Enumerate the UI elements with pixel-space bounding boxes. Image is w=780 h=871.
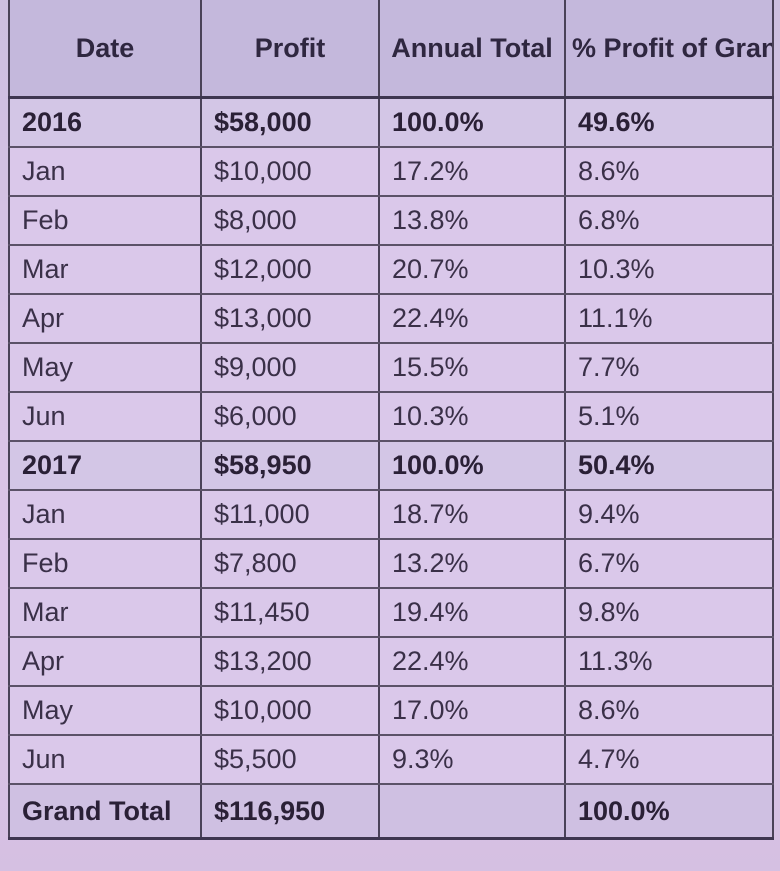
profit-cell[interactable]: $10,000 — [200, 686, 380, 736]
date-cell[interactable]: 2017 — [8, 441, 202, 491]
date-cell[interactable]: Feb — [8, 539, 202, 589]
profit-cell[interactable]: $58,950 — [200, 441, 380, 491]
pct-grand-total-cell[interactable]: 8.6% — [564, 147, 774, 197]
profit-cell[interactable]: $12,000 — [200, 245, 380, 295]
date-cell[interactable]: May — [8, 343, 202, 393]
table-row: Jan $10,000 17.2% 8.6% — [8, 147, 774, 197]
table-row: Mar $11,450 19.4% 9.8% — [8, 588, 774, 638]
table-row: Apr $13,200 22.4% 11.3% — [8, 637, 774, 687]
annual-total-cell[interactable]: 13.2% — [378, 539, 566, 589]
annual-total-cell[interactable]: 13.8% — [378, 196, 566, 246]
date-cell[interactable]: May — [8, 686, 202, 736]
profit-cell[interactable]: $13,000 — [200, 294, 380, 344]
header-pct-grand-total[interactable]: % Profit of Grand Total — [564, 0, 774, 99]
header-date[interactable]: Date — [8, 0, 202, 99]
pct-grand-total-cell[interactable]: 6.8% — [564, 196, 774, 246]
annual-total-cell[interactable]: 100.0% — [378, 97, 566, 148]
date-cell[interactable]: Apr — [8, 637, 202, 687]
profit-cell[interactable]: $11,000 — [200, 490, 380, 540]
annual-total-cell[interactable] — [378, 784, 566, 840]
pct-grand-total-cell[interactable]: 7.7% — [564, 343, 774, 393]
date-cell[interactable]: Mar — [8, 245, 202, 295]
profit-cell[interactable]: $11,450 — [200, 588, 380, 638]
profit-cell[interactable]: $116,950 — [200, 784, 380, 840]
pct-grand-total-cell[interactable]: 5.1% — [564, 392, 774, 442]
profit-cell[interactable]: $10,000 — [200, 147, 380, 197]
profit-cell[interactable]: $58,000 — [200, 97, 380, 148]
table-row: Feb $7,800 13.2% 6.7% — [8, 539, 774, 589]
table-row: May $9,000 15.5% 7.7% — [8, 343, 774, 393]
annual-total-cell[interactable]: 100.0% — [378, 441, 566, 491]
table-row: Jan $11,000 18.7% 9.4% — [8, 490, 774, 540]
date-cell[interactable]: Apr — [8, 294, 202, 344]
table-row: Feb $8,000 13.8% 6.8% — [8, 196, 774, 246]
date-cell[interactable]: Jun — [8, 735, 202, 785]
annual-total-cell[interactable]: 9.3% — [378, 735, 566, 785]
pivot-table-body: 2016 $58,000 100.0% 49.6% Jan $10,000 17.2% 8.6… — [8, 97, 774, 840]
profit-cell[interactable]: $7,800 — [200, 539, 380, 589]
pivot-table: Date Profit Annual Total % Profit of Gra… — [8, 0, 774, 840]
pct-grand-total-cell[interactable]: 9.4% — [564, 490, 774, 540]
pct-grand-total-cell[interactable]: 50.4% — [564, 441, 774, 491]
profit-cell[interactable]: $9,000 — [200, 343, 380, 393]
pct-grand-total-cell[interactable]: 11.3% — [564, 637, 774, 687]
header-row: Date Profit Annual Total % Profit of Gra… — [8, 0, 774, 99]
date-cell[interactable]: Grand Total — [8, 784, 202, 840]
pct-grand-total-cell[interactable]: 8.6% — [564, 686, 774, 736]
pct-grand-total-cell[interactable]: 6.7% — [564, 539, 774, 589]
profit-cell[interactable]: $13,200 — [200, 637, 380, 687]
annual-total-cell[interactable]: 22.4% — [378, 637, 566, 687]
annual-total-cell[interactable]: 15.5% — [378, 343, 566, 393]
table-row: Mar $12,000 20.7% 10.3% — [8, 245, 774, 295]
date-cell[interactable]: Jun — [8, 392, 202, 442]
year-subtotal-row: 2017 $58,950 100.0% 50.4% — [8, 441, 774, 491]
grand-total-row: Grand Total $116,950 100.0% — [8, 784, 774, 840]
table-row: May $10,000 17.0% 8.6% — [8, 686, 774, 736]
annual-total-cell[interactable]: 10.3% — [378, 392, 566, 442]
profit-cell[interactable]: $8,000 — [200, 196, 380, 246]
pct-grand-total-cell[interactable]: 100.0% — [564, 784, 774, 840]
annual-total-cell[interactable]: 18.7% — [378, 490, 566, 540]
pivot-table-header: Date Profit Annual Total % Profit of Gra… — [8, 0, 774, 99]
pct-grand-total-cell[interactable]: 49.6% — [564, 97, 774, 148]
header-profit[interactable]: Profit — [200, 0, 380, 99]
date-cell[interactable]: Jan — [8, 147, 202, 197]
annual-total-cell[interactable]: 17.0% — [378, 686, 566, 736]
date-cell[interactable]: Jan — [8, 490, 202, 540]
pct-grand-total-cell[interactable]: 4.7% — [564, 735, 774, 785]
annual-total-cell[interactable]: 19.4% — [378, 588, 566, 638]
date-cell[interactable]: Feb — [8, 196, 202, 246]
table-row: Apr $13,000 22.4% 11.1% — [8, 294, 774, 344]
profit-cell[interactable]: $6,000 — [200, 392, 380, 442]
year-subtotal-row: 2016 $58,000 100.0% 49.6% — [8, 97, 774, 148]
pct-grand-total-cell[interactable]: 11.1% — [564, 294, 774, 344]
annual-total-cell[interactable]: 22.4% — [378, 294, 566, 344]
pct-grand-total-cell[interactable]: 10.3% — [564, 245, 774, 295]
annual-total-cell[interactable]: 20.7% — [378, 245, 566, 295]
date-cell[interactable]: 2016 — [8, 97, 202, 148]
profit-cell[interactable]: $5,500 — [200, 735, 380, 785]
annual-total-cell[interactable]: 17.2% — [378, 147, 566, 197]
header-annual-total[interactable]: Annual Total — [378, 0, 566, 99]
pct-grand-total-cell[interactable]: 9.8% — [564, 588, 774, 638]
date-cell[interactable]: Mar — [8, 588, 202, 638]
table-row: Jun $6,000 10.3% 5.1% — [8, 392, 774, 442]
table-row: Jun $5,500 9.3% 4.7% — [8, 735, 774, 785]
